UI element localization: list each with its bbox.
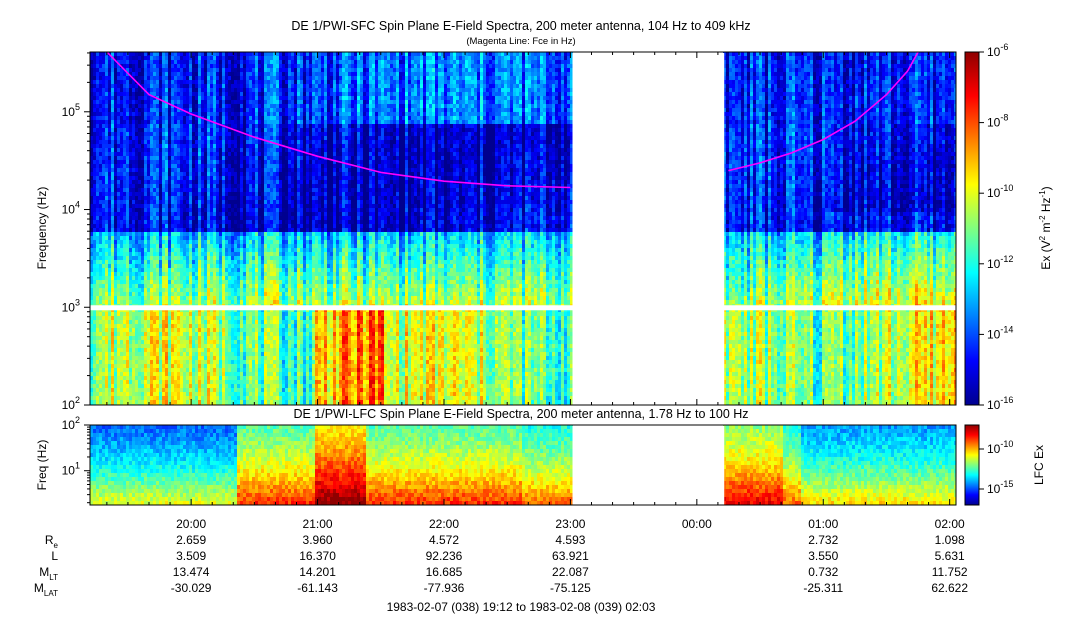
- sfc-colorbar-tick-label: 10-8: [987, 113, 1008, 130]
- lfc-title: DE 1/PWI-LFC Spin Plane E-Field Spectra,…: [293, 407, 748, 421]
- sfc-colorbar-tick-label: 10-6: [987, 42, 1008, 59]
- lfc-data-gaps: [573, 426, 725, 505]
- sfc-y-axis-label: Frequency (Hz): [35, 187, 49, 270]
- lfc-colorbar-tick-label: 10-10: [987, 439, 1013, 456]
- figure-subtitle: (Magenta Line: Fce in Hz): [466, 36, 575, 47]
- lfc-heatmap: [90, 425, 957, 505]
- lfc-colorbar-ticks: 10-10 10-15: [979, 439, 1013, 496]
- ephemeris-value: 3.550: [808, 549, 838, 563]
- ephemeris-value: 11.752: [932, 565, 968, 579]
- time-tick-label: 21:00: [303, 517, 333, 531]
- ephemeris-value: 22.087: [552, 565, 589, 579]
- sfc-colorbar-ticks: 10-6 10-8 10-10 10-12 10-14 10-16: [979, 42, 1013, 412]
- sfc-y-tick-label: 102: [62, 395, 80, 412]
- sfc-y-tick-label: 103: [62, 297, 80, 314]
- ephemeris-value: -75.125: [550, 581, 591, 595]
- ephemeris-value: 3.509: [176, 549, 206, 563]
- ephemeris-value: 5.631: [935, 549, 965, 563]
- ephemeris-value: 3.960: [303, 533, 333, 547]
- lfc-colorbar: 10-10 10-15 LFC Ex: [965, 425, 1046, 505]
- time-tick-label: 20:00: [176, 517, 206, 531]
- sfc-colorbar-label: Ex (V2 m-2 Hz-1): [1038, 186, 1053, 269]
- sfc-data-gap: [573, 53, 725, 405]
- sfc-y-tick-label: 104: [62, 200, 80, 217]
- sfc-colorbar-tick-label: 10-14: [987, 324, 1013, 341]
- ephemeris-value: 14.201: [299, 565, 336, 579]
- time-tick-label: 00:00: [682, 517, 712, 531]
- ephemeris-value: 13.474: [173, 565, 210, 579]
- time-tick-label: 02:00: [935, 517, 965, 531]
- ephemeris-value: 2.659: [176, 533, 206, 547]
- lfc-colorbar-gradient: [965, 425, 979, 505]
- ephemeris-table: Re 2.659 3.960 4.572 4.593 2.732 1.098 L 3.509 16…: [34, 533, 968, 598]
- time-tick-label: 22:00: [429, 517, 459, 531]
- ephemeris-value: 1.098: [935, 533, 965, 547]
- ephemeris-value: -25.311: [803, 581, 843, 595]
- ephemeris-value: 16.685: [426, 565, 463, 579]
- ephemeris-value: 92.236: [426, 549, 463, 563]
- lfc-data-gap: [573, 426, 725, 505]
- sfc-colorbar-tick-label: 10-16: [987, 395, 1013, 412]
- lfc-y-tick-label: 102: [62, 415, 80, 432]
- lfc-colorbar-label: LFC Ex: [1032, 445, 1046, 485]
- ephemeris-value: 63.921: [552, 549, 589, 563]
- sfc-spectrogram-panel: 102 103 104 105 Frequency (Hz): [35, 52, 957, 412]
- lfc-colorbar-tick-label: 10-15: [987, 479, 1013, 496]
- time-tick-label: 01:00: [808, 517, 838, 531]
- sfc-y-axis-label-main: Frequency: [35, 213, 49, 270]
- sfc-y-axis: 102 103 104 105: [62, 53, 90, 412]
- time-range-footer: 1983-02-07 (038) 19:12 to 1983-02-08 (03…: [387, 600, 656, 614]
- sfc-heatmap: [90, 52, 957, 408]
- ephemeris-value: 62.622: [931, 581, 968, 595]
- ephemeris-value: -77.936: [424, 581, 465, 595]
- sfc-colorbar-tick-label: 10-10: [987, 183, 1013, 200]
- ephemeris-row-label: L: [51, 549, 58, 563]
- ephemeris-value: 16.370: [299, 549, 336, 563]
- sfc-data-gaps: [573, 53, 725, 405]
- sfc-colorbar-tick-label: 10-12: [987, 254, 1013, 271]
- ephemeris-row-label: Re: [45, 533, 59, 550]
- ephemeris-value: 4.593: [555, 533, 585, 547]
- ephemeris-value: 4.572: [429, 533, 459, 547]
- lfc-y-axis: 101 102: [62, 415, 90, 503]
- ephemeris-value: -61.143: [297, 581, 338, 595]
- ephemeris-value: 0.732: [808, 565, 838, 579]
- lfc-y-tick-label: 101: [62, 461, 80, 478]
- sfc-colorbar-gradient: [965, 52, 979, 405]
- lfc-y-axis-label: Freq (Hz): [35, 440, 49, 491]
- figure-title: DE 1/PWI-SFC Spin Plane E-Field Spectra,…: [291, 19, 750, 33]
- ephemeris-value: -30.029: [171, 581, 212, 595]
- ephemeris-row-label: MLT: [39, 565, 58, 582]
- sfc-y-axis-label-unit: (Hz): [35, 187, 49, 210]
- ephemeris-value: 2.732: [808, 533, 838, 547]
- ephemeris-row-label: MLAT: [34, 581, 58, 598]
- sfc-colorbar: 10-6 10-8 10-10 10-12 10-14 10-16 Ex (V2 m-2 …: [965, 42, 1053, 412]
- time-tick-label: 23:00: [555, 517, 585, 531]
- sfc-y-tick-label: 105: [62, 102, 80, 119]
